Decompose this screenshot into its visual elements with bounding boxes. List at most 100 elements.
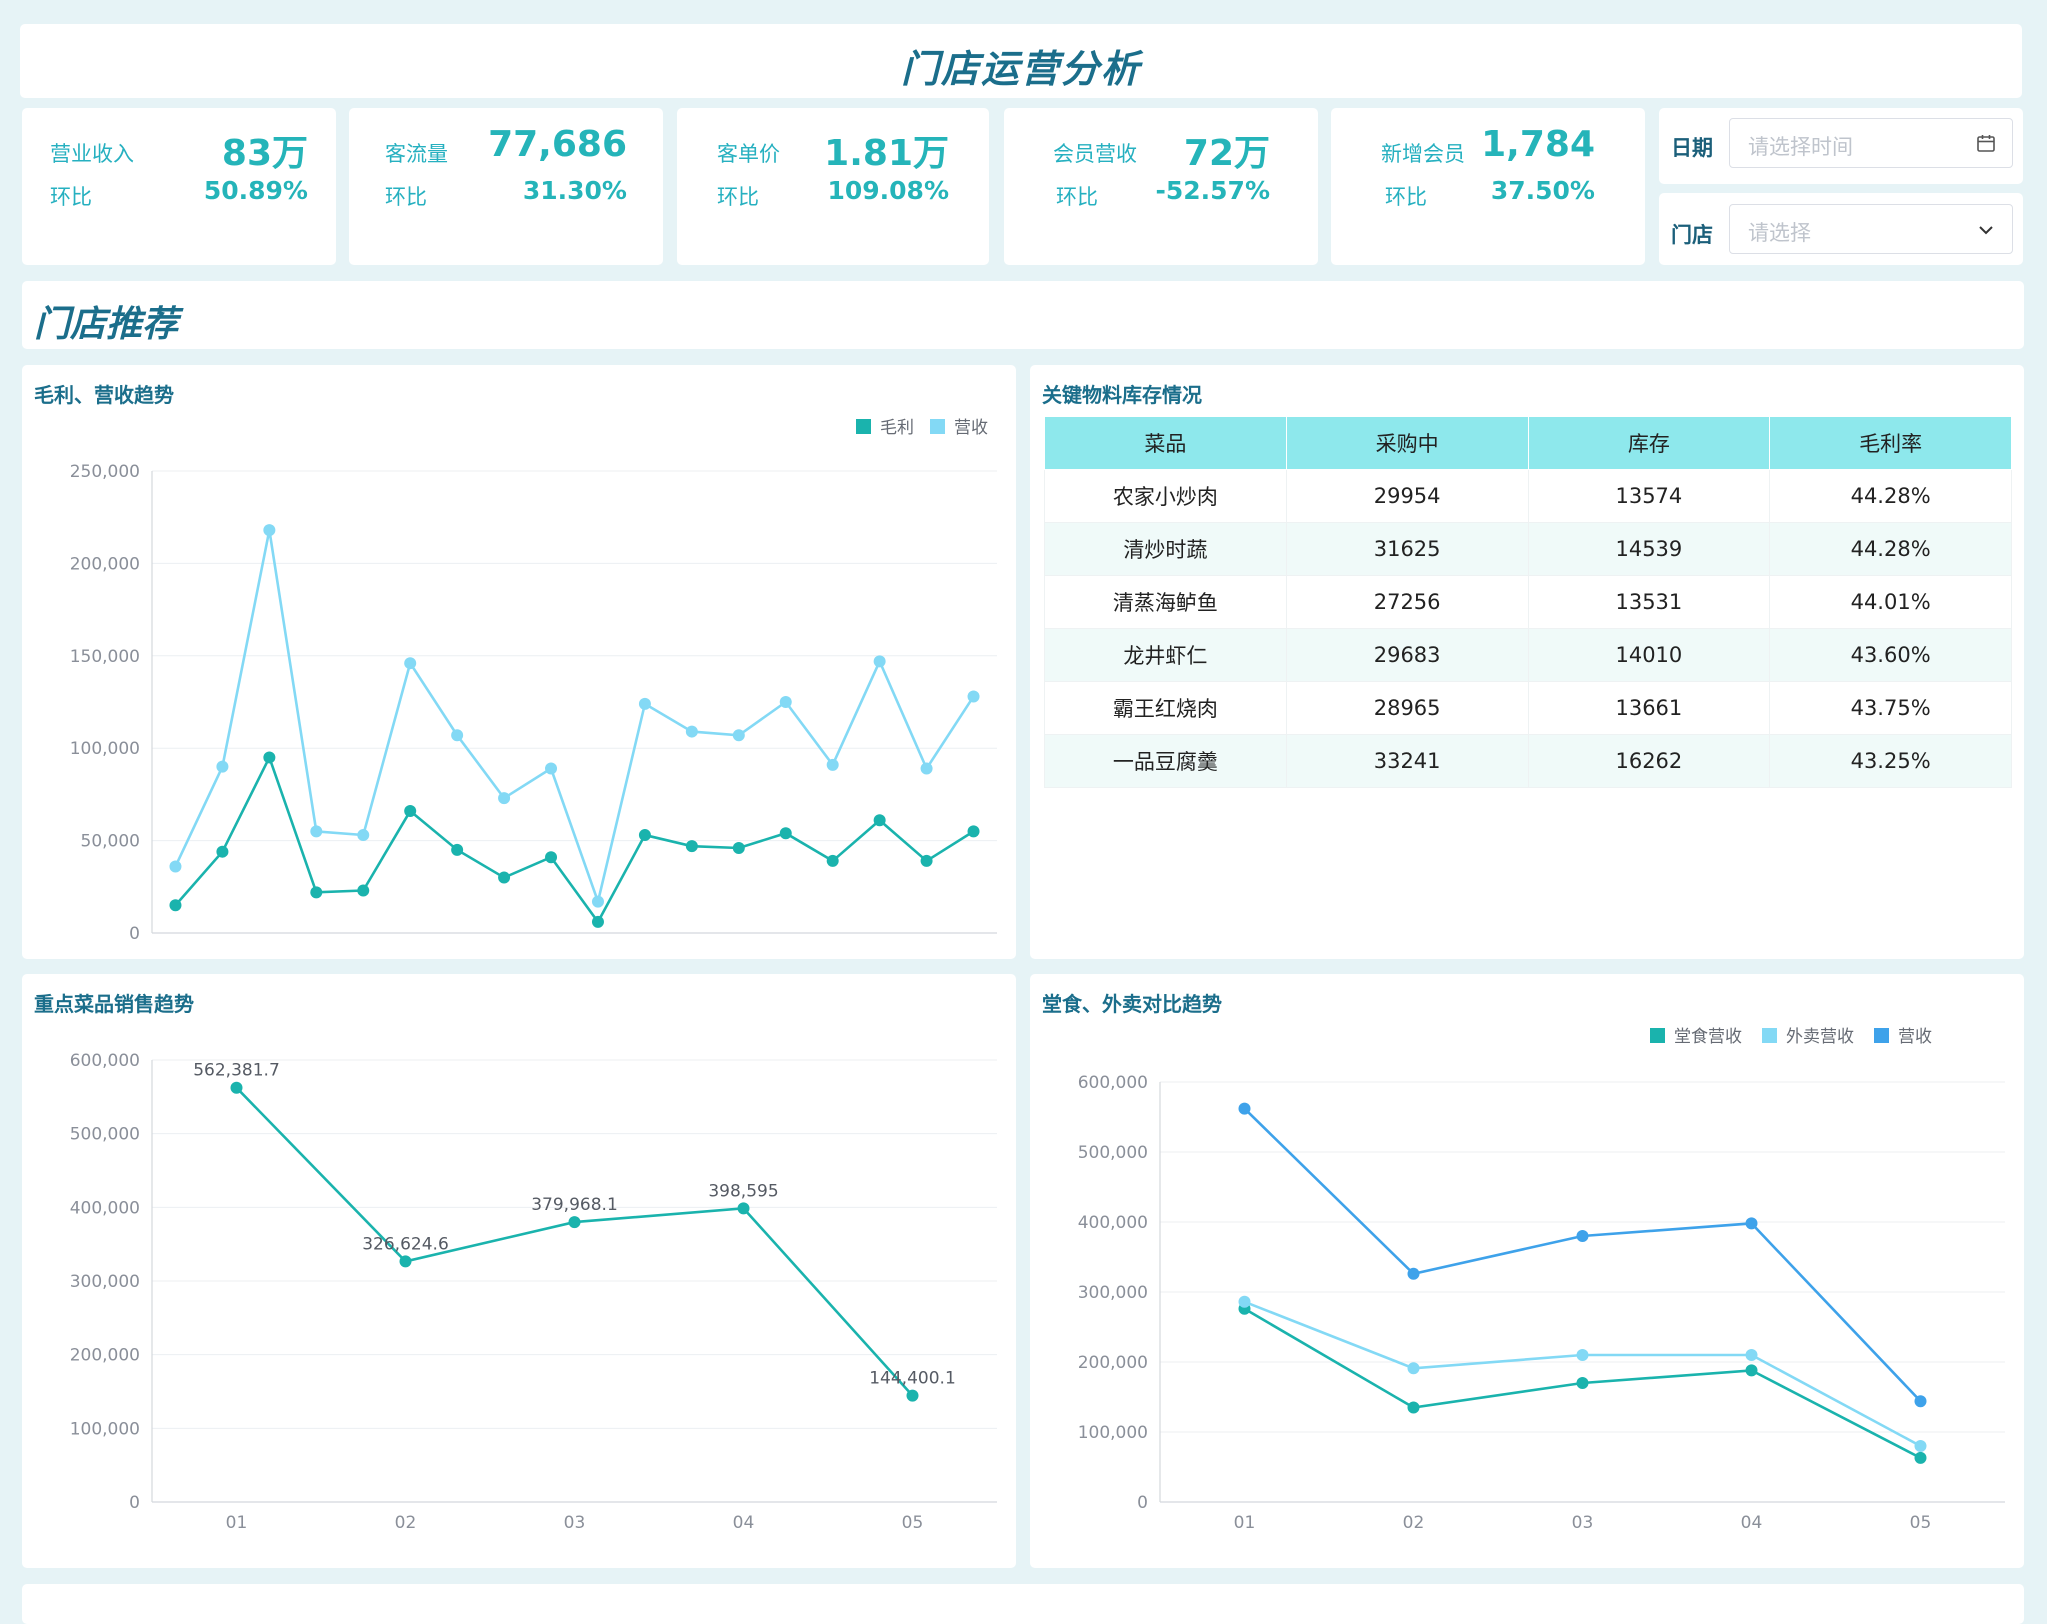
y-tick-label: 200,000 (70, 554, 140, 574)
table-cell: 29954 (1285, 469, 1529, 523)
section-banner: 门店推荐 (22, 281, 2024, 349)
table-row: 清蒸海鲈鱼 27256 13531 44.01% (1044, 575, 2012, 629)
panel-title: 重点菜品销售趋势 (34, 992, 194, 1016)
kpi-label: 会员营收 (1053, 142, 1137, 166)
kpi-ratio-label: 环比 (385, 185, 427, 209)
data-point (732, 841, 745, 854)
table-cell: 13661 (1527, 681, 1771, 735)
data-point (1407, 1362, 1420, 1375)
x-tick-label: 01 (1234, 1513, 1256, 1533)
data-point (1914, 1451, 1927, 1464)
data-point (591, 915, 604, 928)
table-cell: 清蒸海鲈鱼 (1044, 575, 1287, 629)
date-label: 日期 (1671, 136, 1713, 160)
data-point (779, 696, 792, 708)
x-tick-label: 05 (1910, 1513, 1932, 1533)
data-point (967, 690, 980, 703)
kpi-card-revenue: 营业收入 83万 环比 50.89% (22, 108, 336, 265)
data-point (967, 825, 980, 838)
data-point (230, 1081, 243, 1094)
table-cell: 14539 (1527, 522, 1771, 576)
data-point (638, 697, 651, 710)
kpi-value: 1.81万 (824, 133, 949, 174)
table-cell: 27256 (1285, 575, 1529, 629)
date-picker[interactable]: 请选择时间 (1729, 118, 2013, 168)
column-header: 菜品 (1044, 416, 1287, 470)
table-cell: 44.01% (1769, 575, 2012, 629)
table-cell: 16262 (1527, 734, 1771, 788)
table-cell: 龙井虾仁 (1044, 628, 1287, 682)
table-cell: 31625 (1285, 522, 1529, 576)
table-cell: 43.25% (1769, 734, 2012, 788)
table-row: 农家小炒肉 29954 13574 44.28% (1044, 469, 2012, 523)
y-tick-label: 300,000 (1078, 1283, 1148, 1303)
legend-swatch (856, 419, 871, 434)
panel-title: 关键物料库存情况 (1042, 383, 1202, 407)
column-header: 采购中 (1285, 416, 1529, 470)
data-point (732, 729, 745, 742)
y-tick-label: 50,000 (81, 832, 140, 852)
kpi-ratio-label: 环比 (1056, 185, 1098, 209)
table-cell: 43.60% (1769, 628, 2012, 682)
table-row: 一品豆腐羹 33241 16262 43.25% (1044, 734, 2012, 788)
data-point (451, 843, 464, 856)
table-cell: 霸王红烧肉 (1044, 681, 1287, 735)
legend-swatch (1762, 1028, 1777, 1043)
profit-revenue-chart: 0 50,000 100,000 150,000 200,000 250,000 营收 毛利 (70, 418, 997, 944)
table-cell: 清炒时蔬 (1044, 522, 1287, 576)
x-tick-label: 04 (733, 1513, 755, 1533)
data-point (1914, 1395, 1927, 1408)
kpi-ratio: 37.50% (1490, 176, 1595, 205)
table-cell: 13574 (1527, 469, 1771, 523)
y-tick-label: 0 (129, 1493, 140, 1513)
store-select[interactable]: 请选择 (1729, 204, 2013, 254)
data-point (310, 825, 323, 838)
table-cell: 33241 (1285, 734, 1529, 788)
y-tick-label: 250,000 (70, 462, 140, 482)
data-point (545, 762, 558, 775)
legend-label: 营收 (954, 418, 988, 438)
table-header-row: 菜品 采购中 库存 毛利率 (1044, 416, 2012, 470)
kpi-ratio-label: 环比 (50, 185, 92, 209)
kpi-card-avg-ticket: 客单价 1.81万 环比 109.08% (677, 108, 989, 265)
legend-label: 营收 (1898, 1027, 1932, 1047)
data-point (1745, 1217, 1758, 1230)
header-banner: 门店运营分析 (20, 24, 2022, 98)
stock-table: 菜品 采购中 库存 毛利率 农家小炒肉 29954 13574 44.28% 清… (1044, 416, 2012, 788)
data-point (545, 851, 558, 864)
data-point (169, 860, 182, 873)
data-point (451, 729, 464, 742)
series-line (174, 754, 975, 925)
data-point (169, 899, 182, 912)
data-label: 379,968.1 (531, 1195, 618, 1215)
data-label: 398,595 (708, 1181, 778, 1201)
data-point (568, 1216, 581, 1229)
legend-swatch (930, 419, 945, 434)
data-point (404, 805, 417, 818)
data-point (263, 524, 276, 537)
data-point (873, 814, 886, 827)
kpi-label: 客流量 (385, 142, 448, 166)
x-tick-label: 03 (1572, 1513, 1594, 1533)
data-point (591, 895, 604, 908)
table-cell: 28965 (1285, 681, 1529, 735)
data-point (1745, 1349, 1758, 1361)
data-label: 144,400.1 (869, 1369, 956, 1389)
data-point (399, 1255, 412, 1268)
data-point (906, 1389, 919, 1402)
panel-title: 堂食、外卖对比趋势 (1042, 992, 1222, 1016)
data-point (404, 657, 417, 670)
store-filter-card: 门店 请选择 (1659, 193, 2023, 265)
dinein-takeaway-card: 堂食、外卖对比趋势 0 100,000 200,000 300,000 400,000 5… (1030, 974, 2024, 1568)
data-point (498, 871, 511, 884)
data-label: 326,624.6 (362, 1234, 449, 1254)
page-title: 门店运营分析 (900, 47, 1141, 91)
data-point (826, 854, 839, 867)
dish-sales-card: 重点菜品销售趋势 0 100,000 200,000 300,000 400,000 50… (22, 974, 1016, 1568)
series-line (1244, 1300, 1922, 1448)
stock-card: 关键物料库存情况 菜品 采购中 库存 毛利率 农家小炒肉 29954 13574… (1030, 365, 2024, 959)
table-cell: 一品豆腐羹 (1044, 734, 1287, 788)
chevron-down-icon (1979, 226, 1993, 235)
x-tick-label: 03 (564, 1513, 586, 1533)
date-placeholder: 请选择时间 (1748, 135, 1853, 159)
